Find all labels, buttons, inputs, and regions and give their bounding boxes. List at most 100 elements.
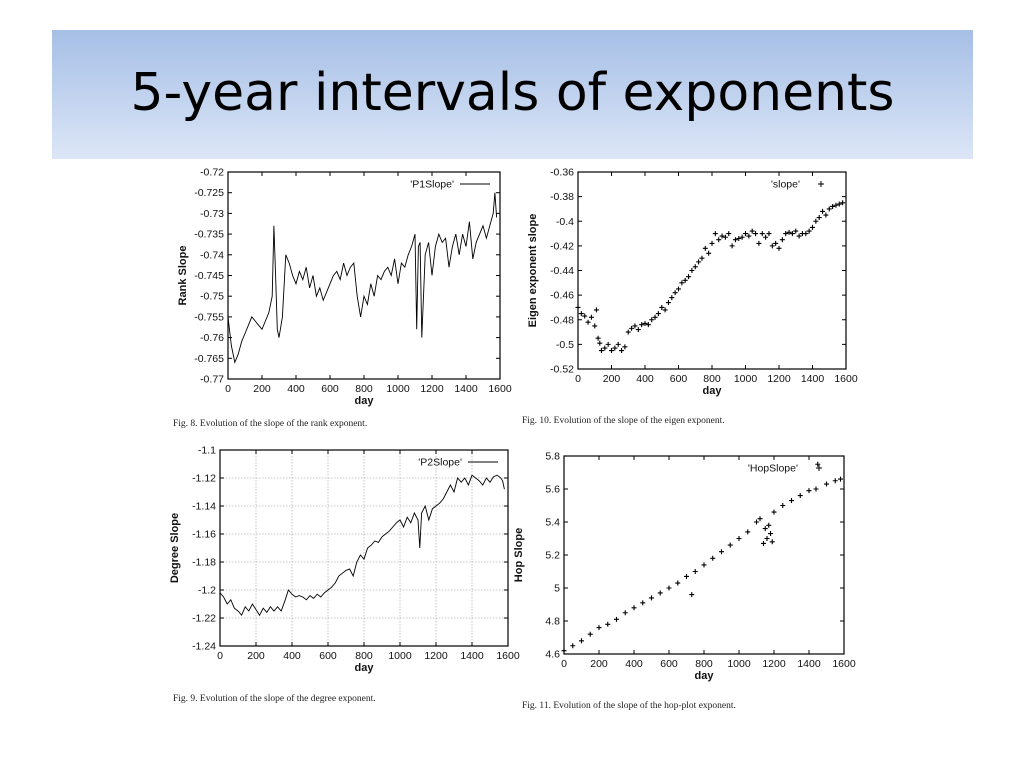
data-point (838, 476, 843, 482)
data-point (722, 234, 728, 240)
data-point (769, 243, 775, 249)
data-point (719, 233, 725, 239)
data-point (826, 206, 832, 212)
data-point (655, 311, 661, 317)
y-tick-label: -0.725 (194, 187, 224, 199)
y-tick-label: -0.4 (556, 216, 574, 228)
data-point (596, 625, 602, 631)
eigen-slope-plot: 0 200 400 600 800 1000 1200 1400 1600 -0.36 -0.38 -… (527, 167, 858, 398)
y-tick-label: -0.46 (550, 290, 574, 302)
data-point (756, 240, 762, 246)
y-tick-label: -0.44 (550, 265, 574, 277)
x-tick-label: 800 (355, 383, 373, 395)
y-tick-label: 5.2 (545, 550, 560, 562)
data-point (836, 201, 842, 207)
data-point (783, 231, 789, 237)
x-axis-label: day (355, 662, 375, 674)
data-point (649, 595, 654, 601)
y-tick-label: -0.48 (550, 314, 574, 326)
data-point (669, 295, 675, 301)
x-tick-label: 600 (319, 650, 337, 662)
y-tick-label: -0.755 (194, 311, 224, 323)
plot-frame (227, 171, 501, 380)
legend-swatch (816, 465, 822, 471)
chart-degree-slope: 0 200 400 600 800 1000 1200 1400 1600 -1.1 -1.12 -1… (169, 442, 520, 687)
data-point (657, 590, 663, 596)
data-point (602, 345, 608, 351)
data-point (745, 529, 751, 535)
data-point (746, 233, 752, 239)
x-tick-label: 0 (225, 383, 231, 395)
x-tick-label: 1400 (797, 658, 821, 670)
y-tick-label: -0.745 (194, 270, 224, 282)
data-point (726, 231, 732, 237)
data-point (652, 314, 658, 320)
chart-rank-slope: 0 200 400 600 800 1000 1200 1400 1600 -0.72 -0.725… (170, 164, 520, 409)
plot-frame (219, 449, 509, 647)
data-point (615, 341, 621, 347)
caption-fig11: Fig. 11. Evolution of the slope of the h… (522, 701, 736, 711)
legend-label: 'HopSlope' (748, 463, 798, 475)
data-point (797, 493, 803, 499)
y-tick-label: -1.22 (192, 613, 216, 625)
y-tick-label: 5.6 (545, 484, 560, 496)
data-point (840, 200, 846, 206)
x-axis-label: day (695, 670, 715, 682)
data-point (815, 461, 821, 467)
data-point (631, 605, 637, 611)
data-point (575, 304, 581, 310)
x-tick-label: 0 (217, 650, 223, 662)
y-tick-label: 5.8 (545, 451, 560, 463)
y-tick-label: -1.1 (198, 445, 216, 457)
x-tick-label: 400 (283, 650, 301, 662)
data-point (622, 344, 628, 350)
data-point (820, 208, 826, 214)
data-point (833, 202, 839, 208)
x-tick-label: 1000 (386, 383, 410, 395)
x-tick-label: 800 (355, 650, 373, 662)
x-tick-label: 1000 (388, 650, 412, 662)
plot-frame (577, 171, 847, 370)
y-tick-label: -0.36 (550, 167, 574, 179)
data-point (719, 549, 724, 555)
data-point (612, 345, 618, 351)
data-point (769, 539, 775, 545)
data-point (659, 304, 665, 310)
x-tick-label: 0 (575, 373, 581, 385)
data-point (739, 234, 745, 240)
data-point (682, 277, 688, 283)
data-point (598, 348, 604, 354)
data-point (806, 228, 812, 234)
x-tick-label: 400 (287, 383, 305, 395)
data-point (816, 215, 822, 221)
x-tick-label: 200 (603, 373, 621, 385)
data-point (578, 311, 584, 317)
y-tick-label: -0.72 (200, 167, 224, 179)
data-point (595, 335, 601, 341)
x-tick-label: 0 (561, 658, 567, 670)
data-point (796, 233, 802, 239)
data-point (592, 323, 598, 329)
data-point (645, 322, 651, 328)
caption-fig10: Fig. 10. Evolution of the slope of the e… (522, 416, 725, 426)
data-point (692, 569, 698, 574)
data-point (766, 231, 772, 237)
slide-title: 5-year intervals of exponents (130, 62, 895, 123)
series-line (219, 474, 505, 617)
data-point (609, 348, 614, 354)
y-tick-label: -0.38 (550, 191, 574, 203)
caption-fig9: Fig. 9. Evolution of the slope of the de… (173, 694, 376, 704)
y-tick-label: -0.42 (550, 240, 574, 252)
data-point (696, 259, 702, 265)
data-point (716, 237, 722, 243)
data-point (597, 340, 603, 346)
x-tick-label: 1000 (734, 373, 758, 385)
data-point (712, 231, 718, 237)
data-point (754, 519, 759, 525)
x-tick-label: 200 (253, 383, 271, 395)
data-point (675, 580, 681, 586)
chart-hop-slope: 0 200 400 600 800 1000 1200 1400 1600 4.6 4.8 5 5.2 5… (513, 448, 868, 693)
data-point (588, 314, 594, 320)
data-point (806, 488, 812, 494)
data-point (622, 610, 628, 616)
